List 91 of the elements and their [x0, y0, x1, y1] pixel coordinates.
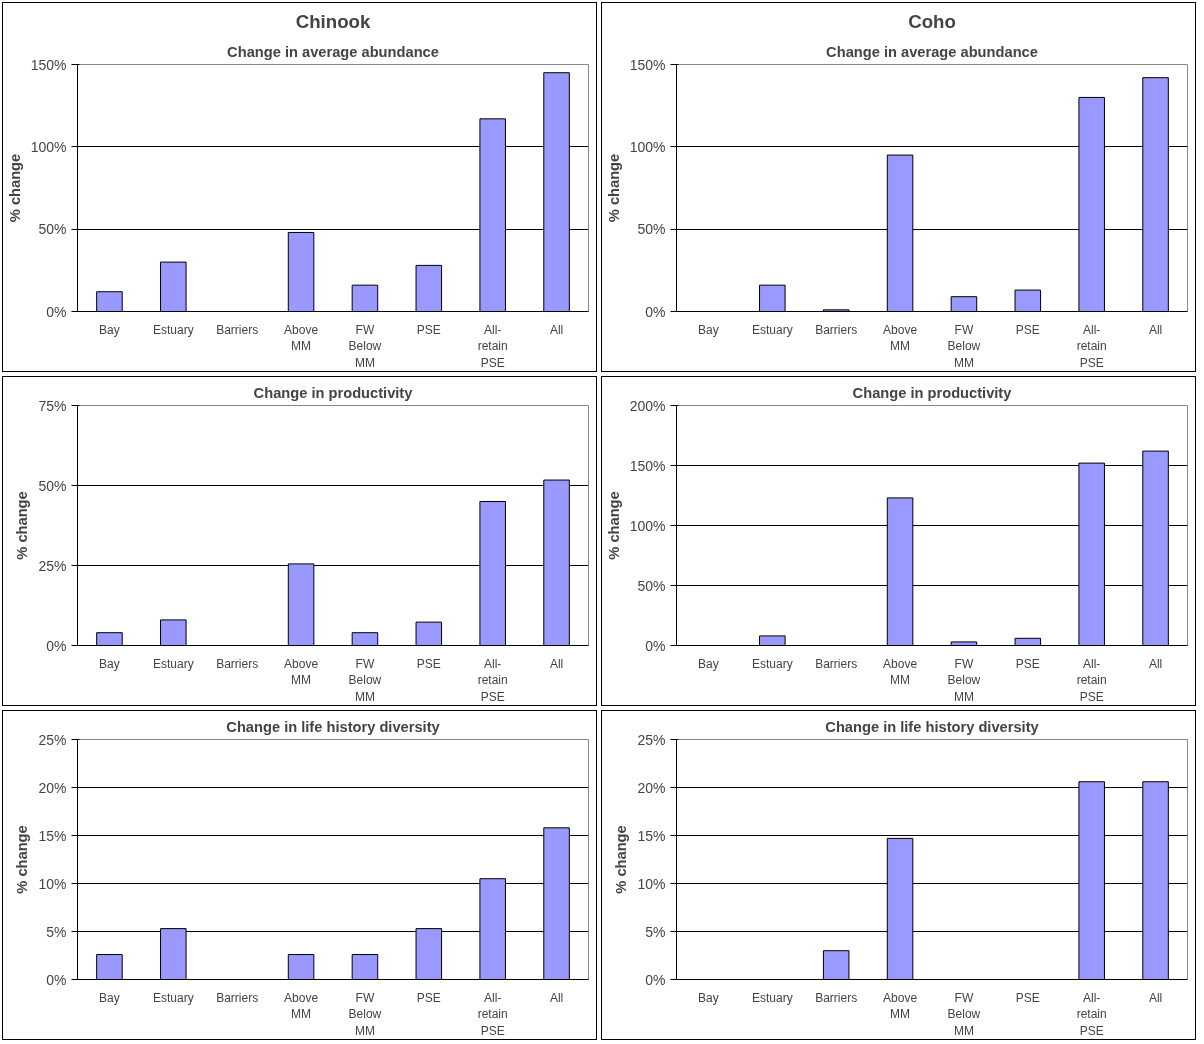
y-tick-label: 150%	[629, 457, 666, 474]
y-axis-title: % change	[605, 153, 622, 223]
x-tick-label: All	[1148, 990, 1163, 1005]
x-tick-label: All-retain PSE	[1076, 322, 1107, 371]
chart-title: Change in life history diversity	[226, 718, 441, 735]
x-tick-label: FW Below MM	[348, 990, 382, 1039]
y-axis-title: % change	[6, 153, 23, 223]
y-tick-label: 100%	[30, 138, 67, 155]
x-tick-label: Barriers	[216, 656, 259, 671]
y-tick-label: 5%	[645, 923, 666, 940]
x-tick-label: All	[549, 990, 564, 1005]
x-tick-label: Above MM	[883, 656, 918, 688]
x-tick-label: PSE	[416, 322, 441, 337]
y-tick-label: 100%	[629, 138, 666, 155]
x-tick-label: Bay	[698, 322, 719, 337]
x-tick-label: Bay	[99, 656, 120, 671]
x-tick-label: Barriers	[815, 990, 858, 1005]
y-tick-label: 20%	[637, 779, 666, 796]
x-tick-label: All	[1148, 322, 1163, 337]
x-tick-label: Estuary	[751, 990, 793, 1005]
chart-title: Change in productivity	[852, 384, 1013, 401]
x-tick-label: Above MM	[883, 990, 918, 1022]
x-tick-label: Above MM	[284, 656, 319, 688]
x-tick-label: Above MM	[883, 322, 918, 354]
x-tick-label: Bay	[698, 656, 719, 671]
y-tick-label: 150%	[30, 56, 67, 73]
x-tick-label: Bay	[99, 322, 120, 337]
y-tick-label: 0%	[46, 971, 67, 988]
y-tick-label: 50%	[637, 577, 666, 594]
x-tick-label: All	[549, 656, 564, 671]
x-tick-label: All-retain PSE	[477, 656, 508, 705]
chart-title: Change in life history diversity	[825, 718, 1040, 735]
y-tick-label: 5%	[46, 923, 67, 940]
x-tick-label: FW Below MM	[947, 656, 981, 705]
x-tick-label: PSE	[1015, 322, 1040, 337]
x-tick-label: Barriers	[815, 322, 858, 337]
y-tick-label: 50%	[38, 221, 67, 238]
y-tick-label: 150%	[629, 56, 666, 73]
y-axis-title: % change	[14, 825, 31, 894]
x-tick-label: Bay	[698, 990, 719, 1005]
x-tick-label: Above MM	[284, 990, 319, 1022]
y-axis-title: % change	[14, 491, 31, 560]
chart-subtitle: Coho	[908, 10, 956, 32]
x-tick-label: Barriers	[815, 656, 858, 671]
y-axis-title: % change	[613, 825, 630, 894]
x-tick-label: FW Below MM	[947, 990, 981, 1039]
chart-title: Change in productivity	[253, 384, 414, 401]
x-tick-label: Estuary	[152, 990, 194, 1005]
y-tick-label: 0%	[645, 303, 666, 320]
x-tick-label: All-retain PSE	[1076, 990, 1107, 1039]
y-tick-label: 20%	[38, 779, 67, 796]
y-tick-label: 0%	[46, 303, 67, 320]
y-tick-label: 50%	[637, 221, 666, 238]
y-tick-label: 50%	[38, 477, 67, 494]
x-tick-label: All-retain PSE	[477, 990, 508, 1039]
x-tick-label: Barriers	[216, 990, 259, 1005]
chart-title: Change in average abundance	[826, 43, 1038, 60]
x-tick-label: PSE	[416, 656, 441, 671]
y-tick-label: 75%	[38, 397, 67, 414]
x-tick-label: Estuary	[751, 322, 793, 337]
x-tick-label: Estuary	[152, 656, 194, 671]
chart-subtitle: Chinook	[295, 10, 371, 32]
y-tick-label: 15%	[38, 827, 67, 844]
x-tick-label: PSE	[1015, 656, 1040, 671]
y-tick-label: 25%	[38, 731, 67, 748]
x-tick-label: Barriers	[216, 322, 259, 337]
x-tick-label: PSE	[416, 990, 441, 1005]
x-tick-label: All-retain PSE	[1076, 656, 1107, 705]
x-tick-label: Above MM	[284, 322, 319, 354]
y-tick-label: 10%	[38, 875, 67, 892]
x-tick-label: All	[1148, 656, 1163, 671]
x-tick-label: Estuary	[751, 656, 793, 671]
x-tick-label: Bay	[99, 990, 120, 1005]
y-tick-label: 100%	[629, 517, 666, 534]
y-tick-label: 10%	[637, 875, 666, 892]
x-tick-label: PSE	[1015, 990, 1040, 1005]
y-tick-label: 0%	[645, 971, 666, 988]
chart-title: Change in average abundance	[227, 43, 439, 60]
y-tick-label: 25%	[38, 557, 67, 574]
y-tick-label: 15%	[637, 827, 666, 844]
y-tick-label: 200%	[629, 397, 666, 414]
y-tick-label: 0%	[46, 637, 67, 654]
x-tick-label: Estuary	[152, 322, 194, 337]
x-tick-label: All	[549, 322, 564, 337]
x-tick-label: FW Below MM	[348, 656, 382, 705]
y-axis-title: % change	[605, 491, 622, 560]
y-tick-label: 25%	[637, 731, 666, 748]
x-tick-label: All-retain PSE	[477, 322, 508, 371]
y-tick-label: 0%	[645, 637, 666, 654]
x-tick-label: FW Below MM	[348, 322, 382, 371]
x-tick-label: FW Below MM	[947, 322, 981, 371]
